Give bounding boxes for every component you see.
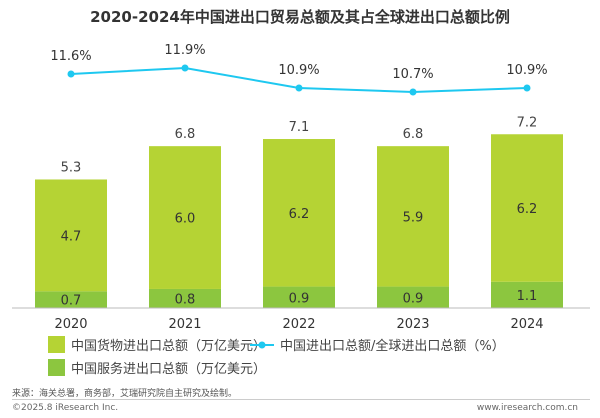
data-label-ratio: 10.9% [506, 63, 547, 78]
bar-services [263, 286, 335, 308]
ratio-point [523, 84, 531, 92]
data-label-goods: 6.2 [289, 207, 310, 222]
legend-label: 中国服务进出口总额（万亿美元） [71, 362, 267, 377]
data-label-goods: 5.9 [403, 210, 424, 225]
data-label-services: 0.9 [289, 291, 310, 306]
bar-services [149, 288, 221, 308]
x-tick-label: 2023 [396, 317, 429, 332]
ratio-point [181, 64, 189, 72]
bar-services [35, 291, 107, 308]
data-label-goods: 6.2 [517, 202, 538, 217]
ratio-point [295, 84, 303, 92]
ratio-point [409, 88, 417, 96]
legend-ratio: 中国进出口总额/全球进出口总额（%） [250, 335, 505, 354]
website-link: www.iresearch.com.cn [476, 403, 578, 413]
data-label-ratio: 11.6% [50, 49, 91, 64]
copyright: ©2025.8 iResearch Inc. [12, 403, 119, 413]
data-label-ratio: 10.9% [278, 63, 319, 78]
data-label-services: 0.8 [175, 292, 196, 307]
legend-swatch-goods [48, 336, 65, 353]
data-label-services: 1.1 [517, 289, 538, 304]
bar-goods [491, 134, 563, 282]
legend-label: 中国进出口总额/全球进出口总额（%） [280, 339, 505, 354]
plot-area: 0.7 4.7 5.3 2020 0.8 6.0 6.8 2021 0.9 6.2 7.1 2022 0… [12, 43, 590, 332]
bar-services [491, 281, 563, 308]
legend-swatch-services [48, 359, 65, 376]
data-label-goods: 4.7 [61, 229, 82, 244]
bar-goods [35, 179, 107, 292]
divider [12, 399, 590, 400]
data-label-services: 0.9 [403, 291, 424, 306]
bar-goods [377, 146, 449, 287]
bar-services [377, 286, 449, 308]
data-label-total: 7.2 [517, 115, 538, 130]
legend-line-icon [250, 341, 274, 348]
data-label-total: 5.3 [61, 160, 82, 175]
x-tick-label: 2020 [54, 317, 87, 332]
legend-label: 中国货物进出口总额（万亿美元） [71, 339, 267, 354]
chart-title: 2020-2024年中国进出口贸易总额及其占全球进出口总额比例 [90, 8, 510, 26]
data-label-total: 7.1 [289, 120, 310, 135]
ratio-point [67, 70, 75, 78]
x-tick-label: 2022 [282, 317, 315, 332]
source-note: 来源：海关总署，商务部，艾瑞研究院自主研究及绘制。 [12, 389, 238, 399]
data-label-ratio: 10.7% [392, 67, 433, 82]
x-tick-label: 2021 [168, 317, 201, 332]
data-label-total: 6.8 [403, 127, 424, 142]
bar-goods [263, 139, 335, 287]
bar-goods [149, 146, 221, 289]
data-label-services: 0.7 [61, 294, 82, 309]
legend-services: 中国服务进出口总额（万亿美元） [48, 358, 266, 377]
legend-goods: 中国货物进出口总额（万亿美元） [48, 335, 266, 354]
x-tick-label: 2024 [510, 317, 543, 332]
data-label-goods: 6.0 [175, 212, 196, 227]
data-label-ratio: 11.9% [164, 43, 205, 58]
data-label-total: 6.8 [175, 127, 196, 142]
